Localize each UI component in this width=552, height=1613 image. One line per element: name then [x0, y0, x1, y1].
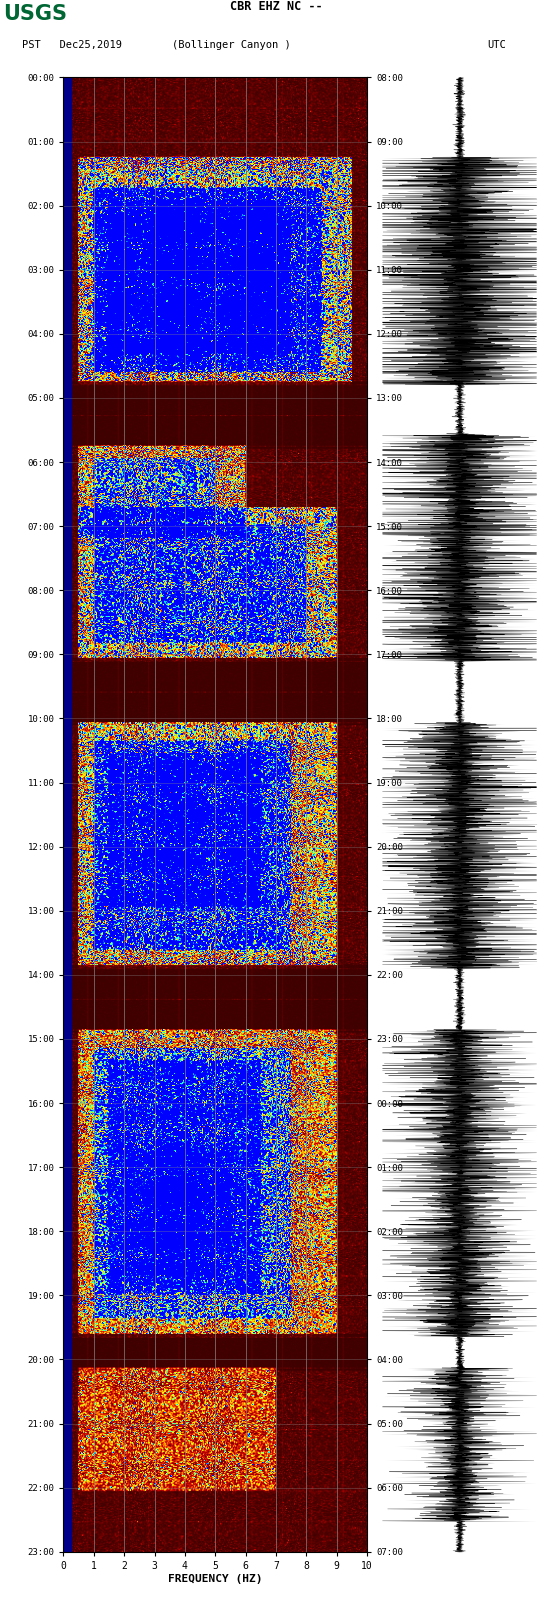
X-axis label: FREQUENCY (HZ): FREQUENCY (HZ)	[168, 1574, 263, 1584]
Text: USGS: USGS	[3, 3, 67, 24]
Bar	[63, 77, 71, 1552]
Text: (Bollinger Canyon ): (Bollinger Canyon )	[172, 40, 291, 50]
Text: PST   Dec25,2019: PST Dec25,2019	[22, 40, 122, 50]
Text: CBR EHZ NC --: CBR EHZ NC --	[230, 0, 322, 13]
Text: UTC: UTC	[487, 40, 506, 50]
